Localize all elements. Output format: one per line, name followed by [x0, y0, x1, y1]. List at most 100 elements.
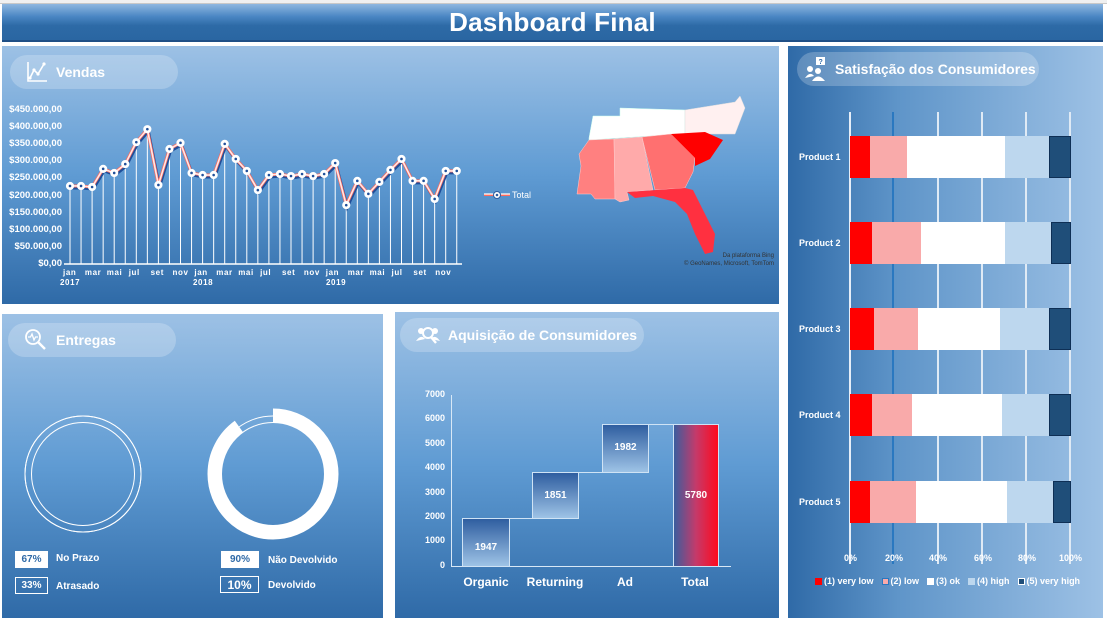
no-prazo-pct: 67% — [15, 551, 48, 568]
y-tick-label: 5000 — [424, 437, 445, 448]
waterfall-connector — [510, 518, 532, 519]
product-label-5: Product 5 — [799, 497, 841, 507]
waterfall-bar-returning[interactable]: 1851 — [532, 472, 579, 519]
y-tick-label: 0 — [439, 559, 445, 570]
satisfaction-segment[interactable] — [869, 136, 908, 178]
y-tick-label: $200.000,00 — [9, 189, 62, 201]
donut-chart-devolucao[interactable] — [207, 408, 339, 540]
satisfaction-segment[interactable] — [1048, 136, 1071, 178]
legend-very-low[interactable]: (1) very low — [815, 576, 874, 586]
swatch-icon — [968, 578, 976, 586]
atrasado-pct: 33% — [15, 577, 48, 594]
satisfaction-segment[interactable] — [1004, 136, 1049, 178]
satisfaction-segment[interactable] — [1051, 222, 1071, 264]
product-label-1: Product 1 — [799, 152, 841, 162]
y-tick-label: $0,00 — [38, 257, 62, 269]
satisfaction-segment[interactable] — [869, 481, 917, 523]
satisfaction-segment[interactable] — [850, 394, 873, 436]
nao-devolvido-pct: 90% — [221, 551, 259, 568]
category-total: Total — [681, 575, 709, 589]
aquisicao-panel[interactable] — [395, 312, 779, 618]
aquisicao-title: Aquisição de Consumidores — [448, 327, 638, 343]
legend-ok[interactable]: (3) ok — [927, 576, 960, 586]
x-tick-label: nov — [172, 268, 189, 277]
y-tick-label: 2000 — [424, 511, 445, 521]
bar-value-total: 5780 — [684, 490, 708, 501]
legend-low[interactable]: (2) low — [881, 576, 919, 586]
satisfaction-segment[interactable] — [911, 394, 1003, 436]
satisfacao-header: ? Satisfação dos Consumidores — [797, 52, 1039, 86]
entregas-panel[interactable] — [2, 314, 383, 618]
map-state-florida — [627, 188, 715, 254]
satisfaction-segment[interactable] — [1002, 394, 1049, 436]
donut-chart-prazo[interactable] — [17, 408, 149, 540]
bar-value-organic: 1947 — [474, 542, 498, 553]
satisfaction-segment[interactable] — [1053, 481, 1071, 523]
satisfaction-segment[interactable] — [1048, 308, 1071, 350]
legend-label: (1) very low — [824, 576, 874, 586]
satisfaction-bar-row[interactable] — [850, 308, 1071, 350]
satisfaction-segment[interactable] — [872, 394, 912, 436]
waterfall-bar-organic[interactable]: 1947 — [462, 518, 510, 567]
vendas-title: Vendas — [56, 64, 106, 80]
title-banner: Dashboard Final — [2, 4, 1103, 42]
legend-high[interactable]: (4) high — [968, 576, 1010, 586]
y-tick-label: $150.000,00 — [9, 206, 62, 218]
y-tick-label: $100.000,00 — [9, 223, 62, 235]
satisfaction-segment[interactable] — [1004, 222, 1052, 264]
category-ad: Ad — [617, 575, 633, 589]
satisfaction-bar-row[interactable] — [850, 394, 1071, 436]
satisfaction-bar-row[interactable] — [850, 481, 1071, 523]
satisfaction-segment[interactable] — [850, 308, 875, 350]
atrasado-label: Atrasado — [56, 581, 100, 592]
satisfaction-segment[interactable] — [850, 136, 870, 178]
satisfaction-segment[interactable] — [850, 222, 873, 264]
legend-label: (4) high — [977, 576, 1010, 586]
x-tick-label: jan — [194, 268, 208, 277]
swatch-icon — [1017, 578, 1025, 586]
product-label-3: Product 3 — [799, 324, 841, 334]
svg-text:?: ? — [819, 59, 823, 66]
satisfaction-segment[interactable] — [918, 308, 1001, 350]
vendas-legend[interactable]: Total — [484, 190, 531, 200]
satisfaction-segment[interactable] — [874, 308, 919, 350]
satisfacao-title: Satisfação dos Consumidores — [835, 61, 1036, 77]
entregas-header: Entregas — [8, 323, 176, 357]
satisfaction-bar-row[interactable] — [850, 136, 1071, 178]
satisfaction-segment[interactable] — [916, 481, 1007, 523]
legend-label: (3) ok — [936, 576, 961, 586]
x-year-label: 2017 — [60, 278, 81, 287]
y-tick-label: 3000 — [424, 486, 445, 497]
waterfall-bar-total[interactable]: 5780 — [673, 424, 719, 567]
satisfaction-segment[interactable] — [1048, 394, 1071, 436]
map-credit-line2: © GeoNames, Microsoft, TomTom — [684, 261, 774, 267]
waterfall-bar-ad[interactable]: 1982 — [602, 424, 649, 473]
x-tick-60: 60% — [974, 553, 993, 563]
satisfaction-segment[interactable] — [1006, 481, 1054, 523]
map-credit-line1: Da plataforma Bing — [722, 253, 774, 259]
satisfaction-segment[interactable] — [872, 222, 921, 264]
x-tick-label: mai — [369, 268, 386, 277]
satisfaction-segment[interactable] — [907, 136, 1005, 178]
vendas-line-chart[interactable] — [0, 0, 780, 300]
y-tick-label: $350.000,00 — [9, 138, 62, 150]
x-tick-label: mar — [347, 268, 365, 277]
x-year-label: 2018 — [193, 278, 214, 287]
aquisicao-y-axis-line — [451, 395, 452, 567]
x-tick-label: jul — [391, 268, 403, 277]
x-tick-label: set — [282, 268, 296, 277]
satisfaction-segment[interactable] — [850, 481, 870, 523]
satisfaction-segment[interactable] — [920, 222, 1005, 264]
swatch-icon — [881, 578, 889, 586]
x-tick-label: mai — [106, 268, 123, 277]
satisfaction-bar-row[interactable] — [850, 222, 1071, 264]
x-tick-label: jul — [260, 268, 272, 277]
legend-very-high[interactable]: (5) very high — [1017, 576, 1080, 586]
us-southeast-map[interactable] — [575, 94, 775, 259]
y-tick-label: $50.000,00 — [14, 240, 62, 252]
satisfaction-segment[interactable] — [1000, 308, 1049, 350]
y-tick-label: 6000 — [424, 413, 445, 424]
devolvido-pct: 10% — [220, 576, 259, 593]
category-returning: Returning — [526, 575, 584, 589]
x-tick-label: mar — [216, 268, 233, 277]
